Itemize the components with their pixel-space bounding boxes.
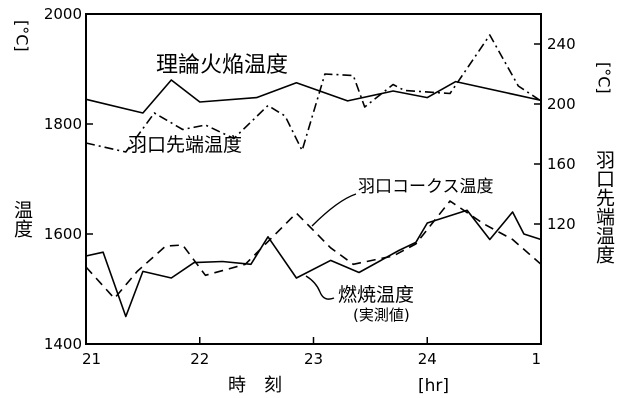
x-tick-label: 23 — [304, 350, 323, 368]
left-axis-label: 温度 — [11, 200, 33, 238]
x-tick-label: 21 — [82, 350, 101, 368]
left-tick-label: 1600 — [44, 225, 82, 243]
series-line-theoretical-flame — [85, 79, 542, 114]
series-layer — [85, 34, 542, 318]
series-line-tuyere-coke — [85, 200, 542, 300]
series-label-theoretical-flame: 理論火焔温度 — [156, 53, 288, 78]
x-axis-label: 時 刻 — [228, 375, 282, 396]
x-axis-ticks: 21 22 23 24 1 — [82, 337, 542, 368]
series-label-combustion: 燃焼温度 — [338, 284, 414, 306]
series-label-tuyere-tip: 羽口先端温度 — [128, 134, 242, 156]
series-label-tuyere-coke: 羽口コークス温度 — [358, 177, 494, 197]
x-axis-unit: [hr] — [418, 376, 449, 396]
series-label-combustion-note: (実測値) — [353, 306, 410, 324]
left-axis-ticks: 1400 1600 1800 2000 — [44, 5, 93, 353]
x-tick-label: 22 — [190, 350, 209, 368]
left-tick-label: 2000 — [44, 5, 82, 23]
x-tick-label: 24 — [418, 350, 437, 368]
right-axis-unit: [°C] — [595, 62, 614, 94]
left-axis-unit: [°C] — [13, 20, 32, 52]
series-line-tuyere-tip — [85, 34, 542, 153]
right-tick-label: 120 — [547, 215, 576, 233]
right-tick-label: 240 — [547, 35, 576, 53]
x-tick-label: 1 — [531, 350, 541, 368]
right-axis-ticks: 120 160 200 240 — [534, 35, 576, 233]
right-tick-label: 160 — [547, 155, 576, 173]
series-line-combustion — [85, 209, 542, 318]
left-tick-label: 1800 — [44, 115, 82, 133]
right-tick-label: 200 — [547, 95, 576, 113]
right-axis-label: 羽口先端温度 — [593, 150, 615, 264]
combustion-leader-line — [305, 275, 335, 300]
left-tick-label: 1400 — [44, 335, 82, 353]
tuyere-coke-leader-line — [311, 193, 357, 227]
